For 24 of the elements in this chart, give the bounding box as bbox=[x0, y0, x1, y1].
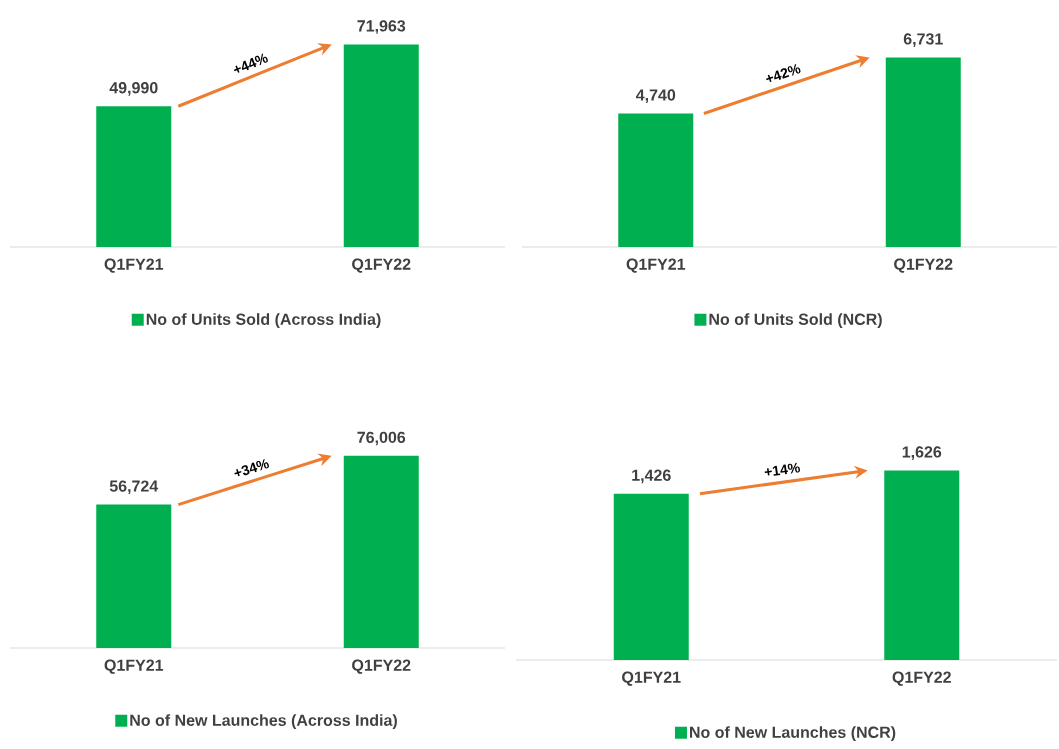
annotation: +14% bbox=[764, 462, 800, 476]
data-label: 4,740 bbox=[635, 89, 676, 103]
x-tick-label: Q1FY21 bbox=[622, 671, 681, 686]
data-label: 1,426 bbox=[632, 469, 671, 484]
legend-label: No of Units Sold (NCR) bbox=[709, 313, 882, 329]
x-tick-label: Q1FY22 bbox=[352, 659, 411, 674]
data-label: 76,006 bbox=[357, 431, 406, 446]
annotation: +44% bbox=[233, 53, 268, 73]
data-label: 49,990 bbox=[109, 82, 158, 96]
x-tick-label: Q1FY21 bbox=[104, 258, 164, 273]
data-label: 1,626 bbox=[902, 446, 942, 460]
legend-label: No of New Launches (Across India) bbox=[130, 714, 397, 730]
data-label: 56,724 bbox=[109, 480, 159, 495]
x-tick-label: Q1FY22 bbox=[892, 671, 951, 686]
x-tick-label: Q1FY22 bbox=[352, 258, 411, 273]
data-label: 6,731 bbox=[903, 33, 943, 47]
data-label: 71,963 bbox=[357, 20, 406, 34]
annotation: +42% bbox=[766, 64, 801, 82]
annotation: +34% bbox=[234, 458, 269, 477]
x-tick-label: Q1FY21 bbox=[626, 258, 686, 273]
legend-label: No of New Launches (NCR) bbox=[690, 726, 896, 742]
legend-label: No of Units Sold (Across India) bbox=[146, 313, 381, 329]
x-tick-label: Q1FY21 bbox=[104, 659, 164, 674]
x-tick-label: Q1FY22 bbox=[894, 258, 953, 273]
